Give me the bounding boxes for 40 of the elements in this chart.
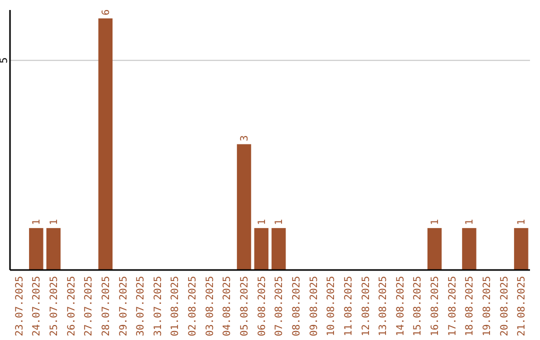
x-tick-label: 20.08.2025 [499,276,510,336]
data-label: 1 [274,219,286,226]
x-tick-label: 26.07.2025 [66,276,78,336]
x-tick-label: 30.07.2025 [136,276,147,336]
x-tick-label: 12.08.2025 [360,276,372,336]
x-tick-label: 21.08.2025 [516,276,528,336]
x-tick-label: 07.08.2025 [274,276,286,336]
x-tick-label: 13.08.2025 [378,276,390,336]
x-tick-label: 08.08.2025 [291,276,302,336]
data-label: 6 [100,9,112,16]
x-tick-label: 11.08.2025 [343,276,354,336]
x-tick-label: 29.07.2025 [118,276,130,336]
x-tick-label: 02.08.2025 [188,276,199,336]
data-label: 1 [48,219,60,226]
x-tick-label: 19.08.2025 [482,276,494,336]
data-label: 1 [464,219,476,226]
x-tick-label: 06.08.2025 [256,276,268,336]
data-label: 3 [240,135,251,142]
x-tick-label: 04.08.2025 [222,276,234,336]
x-tick-label: 16.08.2025 [430,276,442,336]
y-tick-label: 5 [0,57,10,64]
x-tick-label: 23.07.2025 [14,276,26,336]
x-tick-label: 09.08.2025 [308,276,320,336]
x-tick-label: 28.07.2025 [100,276,112,336]
x-tick-label: 14.08.2025 [395,276,406,336]
x-tick-label: 03.08.2025 [204,276,216,336]
x-tick-label: 27.07.2025 [84,276,95,336]
x-tick-label: 05.08.2025 [240,276,251,336]
x-tick-label: 17.08.2025 [447,276,458,336]
x-tick-label: 15.08.2025 [412,276,424,336]
data-label: 1 [516,219,528,226]
x-tick-label: 31.07.2025 [152,276,164,336]
data-label: 1 [32,219,43,226]
x-tick-label: 01.08.2025 [170,276,182,336]
x-tick-label: 18.08.2025 [464,276,476,336]
x-tick-label: 25.07.2025 [48,276,60,336]
x-tick-label: 24.07.2025 [32,276,43,336]
x-tick-label: 10.08.2025 [326,276,338,336]
data-label: 1 [256,219,268,226]
data-label: 1 [430,219,442,226]
